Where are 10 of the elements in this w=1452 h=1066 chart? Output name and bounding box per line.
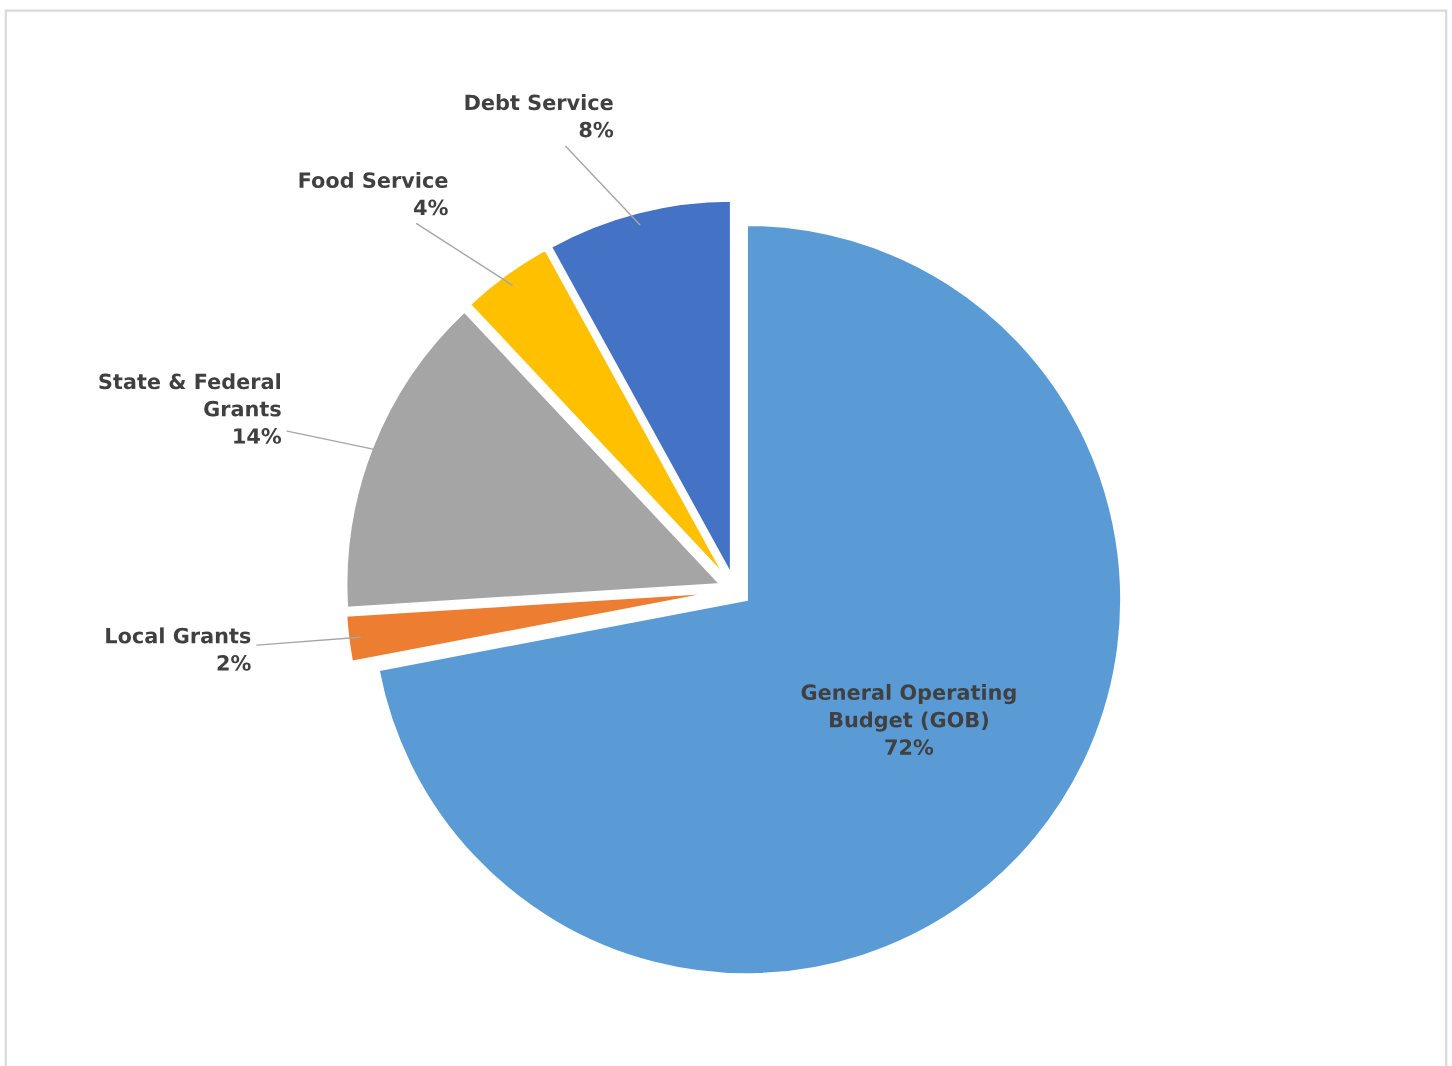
slice-label: General Operating Budget (GOB) [801,683,1016,732]
data-label: 8% [579,121,614,138]
data-label: 72% [885,739,934,755]
slice-label: State & Federal Grants [99,373,281,417]
slice-label: Debt Service [465,94,613,111]
data-label: 14% [234,428,282,444]
slice-label: Food Service [299,171,448,189]
data-label: 2% [217,655,251,671]
data-label: 4% [414,199,448,216]
slice-label: Local Grants [106,627,251,644]
